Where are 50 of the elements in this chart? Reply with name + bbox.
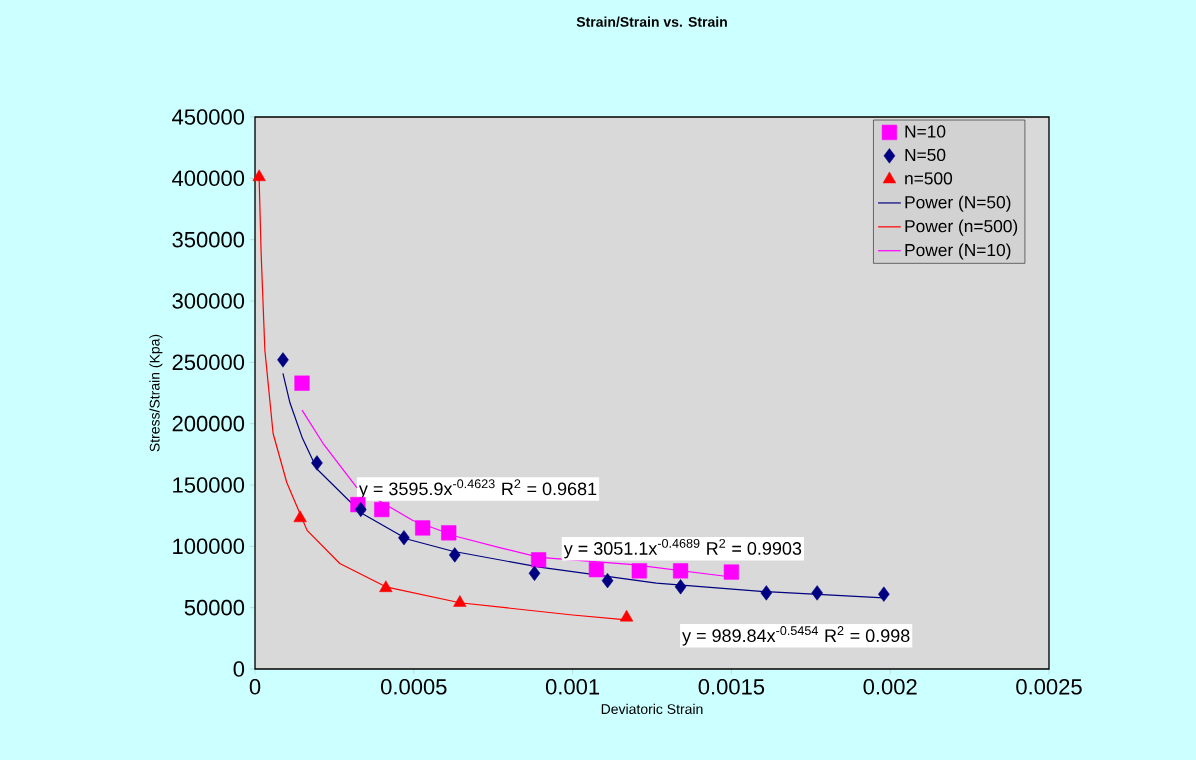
point xyxy=(441,525,457,541)
y-tick-label: 250000 xyxy=(172,354,245,371)
legend-label: Power (N=50) xyxy=(905,195,1011,212)
point xyxy=(355,501,367,518)
legend-label: N=50 xyxy=(905,148,946,162)
x-axis-title: Deviatoric Strain xyxy=(601,703,703,715)
y-tick-label: 350000 xyxy=(172,231,245,248)
legend-label: Power (N=10) xyxy=(905,243,1011,260)
y-tick-label: 400000 xyxy=(172,170,245,187)
point xyxy=(601,573,614,589)
chart-title: Strain/Strain vs. Strain xyxy=(576,16,727,27)
point xyxy=(277,352,289,368)
annotation: y = 3051.1x$^{-0.4689}$ R$^{2}$ = 0.9903 xyxy=(563,538,802,559)
point xyxy=(293,510,307,523)
legend-label: n=500 xyxy=(905,172,953,185)
y-axis-title: Stress/Strain (Kpa) xyxy=(149,334,163,452)
point xyxy=(760,585,773,601)
y-tick-label: 300000 xyxy=(172,293,245,309)
point xyxy=(588,562,605,578)
point xyxy=(631,563,647,579)
legend-label: N=10 xyxy=(905,125,946,138)
x-tick-label: 0.0005 xyxy=(381,679,447,695)
x-tick-label: 0 xyxy=(249,679,261,695)
x-tick-label: 0.002 xyxy=(863,679,917,695)
point xyxy=(294,375,310,391)
point xyxy=(811,585,823,601)
y-tick-label: 50000 xyxy=(184,599,245,616)
point xyxy=(415,520,431,536)
point xyxy=(398,530,410,546)
point xyxy=(374,501,390,518)
point xyxy=(453,595,467,607)
point xyxy=(528,565,541,581)
y-tick-label: 150000 xyxy=(173,477,245,493)
y-tick-label: 100000 xyxy=(173,538,245,555)
x-tick-label: 0.001 xyxy=(545,679,600,695)
point xyxy=(672,563,689,579)
y-tick-label: 450000 xyxy=(172,109,245,125)
point xyxy=(252,169,266,182)
point xyxy=(723,564,740,580)
y-tick-label: 200000 xyxy=(172,415,245,432)
x-tick-label: 0.0025 xyxy=(1016,679,1082,695)
point xyxy=(674,579,687,595)
point xyxy=(311,455,323,471)
point xyxy=(449,547,461,563)
y-tick-label: 0 xyxy=(233,661,245,677)
point xyxy=(878,586,890,602)
legend-label: Power (n=500) xyxy=(905,219,1018,236)
annotation: y = 989.84x$^{-0.5454}$ R$^{2}$ = 0.998 xyxy=(682,626,910,646)
x-tick-label: 0.0015 xyxy=(698,679,765,695)
point xyxy=(531,552,547,568)
